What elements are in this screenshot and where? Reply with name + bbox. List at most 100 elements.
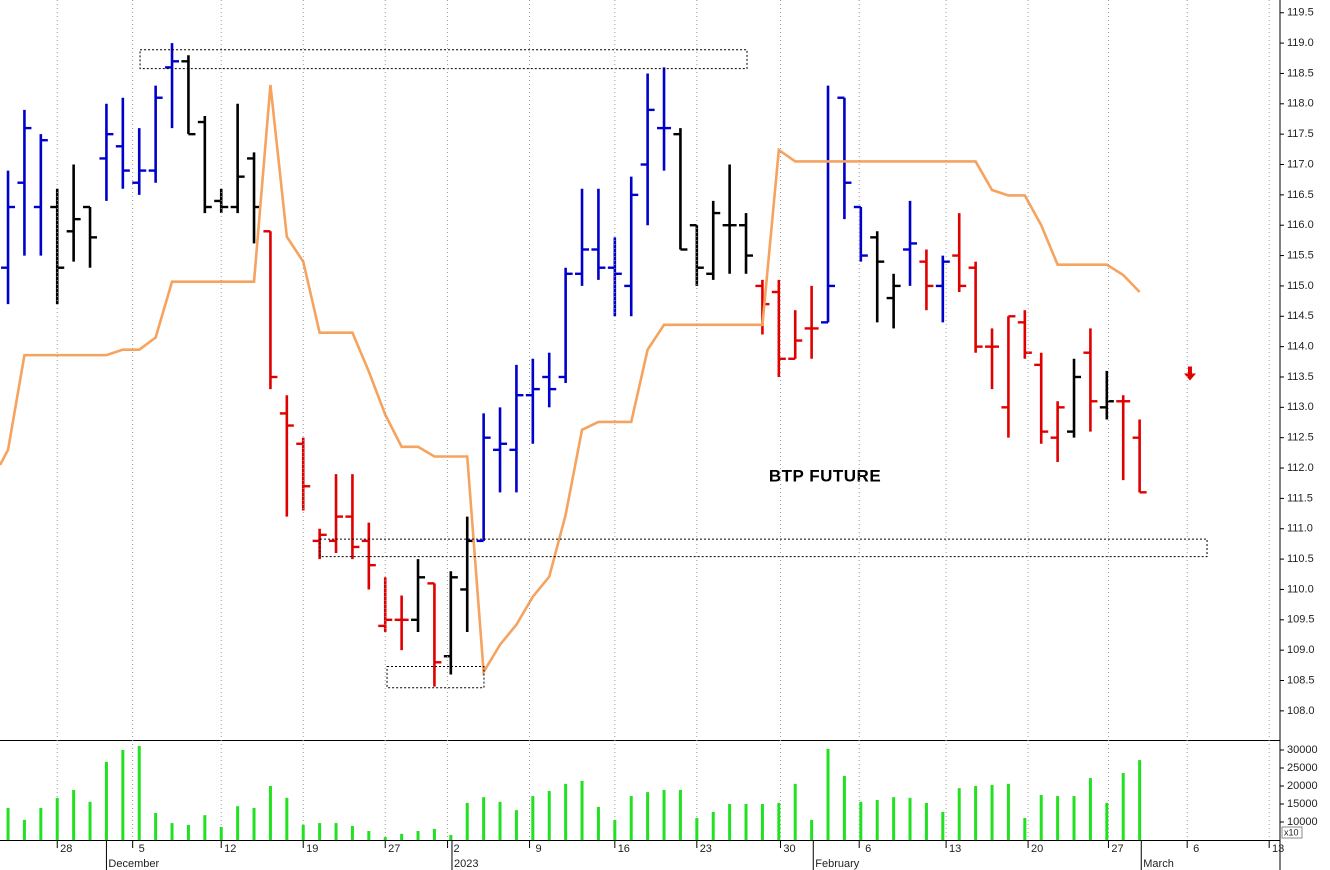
- volume-bar: [514, 810, 518, 840]
- y-tick-label: 118.5: [1287, 67, 1314, 79]
- volume-bar: [55, 797, 59, 840]
- volume-bar: [318, 823, 322, 840]
- volume-bar: [6, 807, 10, 840]
- volume-bar: [88, 801, 92, 840]
- y-tick-label: 111.5: [1287, 492, 1313, 504]
- volume-bar: [482, 797, 486, 840]
- x-tick-label: 19: [306, 843, 318, 855]
- volume-bar: [613, 819, 617, 840]
- price-zone: [319, 538, 1208, 558]
- volume-bar: [875, 800, 879, 840]
- y-tick-label: 116.0: [1287, 219, 1314, 231]
- y-tick-label: 113.0: [1287, 401, 1314, 413]
- volume-bar: [268, 786, 272, 840]
- y-unit-label: x10: [1284, 827, 1299, 837]
- volume-bar: [154, 813, 158, 840]
- y-tick-label: 15000: [1287, 798, 1318, 810]
- volume-bar: [121, 750, 125, 840]
- volume-bar: [974, 786, 978, 840]
- volume-bar: [367, 831, 371, 840]
- y-tick-label: 115.0: [1287, 280, 1314, 292]
- volume-bar: [219, 827, 223, 840]
- volume-bar: [22, 819, 26, 840]
- volume-bar: [760, 804, 764, 840]
- volume-bar: [695, 818, 699, 840]
- volume-bar: [777, 802, 781, 840]
- y-tick-label: 117.5: [1287, 128, 1314, 140]
- y-tick-label: 118.0: [1287, 98, 1314, 110]
- x-tick-label: 28: [60, 843, 72, 855]
- volume-bar: [432, 828, 436, 840]
- volume-bar: [678, 789, 682, 840]
- volume-bar: [924, 802, 928, 840]
- volume-bar: [39, 807, 43, 840]
- y-tick-label: 110.5: [1287, 553, 1314, 565]
- price-zone: [386, 666, 485, 689]
- volume-bar: [301, 824, 305, 840]
- volume-bar: [400, 833, 404, 840]
- volume-bar: [859, 801, 863, 840]
- volume-bar: [186, 824, 190, 840]
- volume-bar: [1088, 778, 1092, 840]
- price-zone: [139, 49, 748, 70]
- x-tick-label: 27: [1111, 843, 1123, 855]
- annotation: BTP FUTURE: [769, 466, 881, 485]
- volume-bar: [957, 788, 961, 840]
- volume-bar: [1056, 796, 1060, 840]
- month-label: February: [815, 858, 860, 870]
- volume-bar: [1023, 818, 1027, 840]
- volume-bar: [1006, 783, 1010, 840]
- volume-bar: [236, 806, 240, 840]
- volume-bar: [203, 815, 207, 840]
- month-label: March: [1143, 858, 1174, 870]
- x-tick-label: 27: [388, 843, 400, 855]
- volume-bar: [350, 825, 354, 840]
- month-label: 2023: [454, 858, 478, 870]
- unit-box: [1281, 826, 1303, 839]
- x-tick-label: 6: [865, 843, 871, 855]
- volume-bar: [744, 804, 748, 840]
- volume-bar: [564, 783, 568, 840]
- x-tick-label: 9: [535, 843, 541, 855]
- x-tick-label: 2: [453, 843, 459, 855]
- y-tick-label: 10000: [1287, 816, 1318, 828]
- y-tick-label: 25000: [1287, 762, 1318, 774]
- volume-bar: [646, 792, 650, 840]
- volume-bar: [826, 748, 830, 840]
- volume-bar: [104, 761, 108, 840]
- y-tick-label: 110.0: [1287, 583, 1314, 595]
- volume-bar: [547, 791, 551, 840]
- volume-bar: [170, 823, 174, 840]
- y-tick-label: 109.0: [1287, 644, 1315, 656]
- volume-bar: [531, 796, 535, 840]
- y-tick-label: 119.0: [1287, 37, 1314, 49]
- volume-bar: [728, 804, 732, 840]
- x-tick-label: 5: [139, 843, 145, 855]
- trend-line: [0, 84, 1141, 677]
- volume-bar: [1039, 795, 1043, 840]
- x-tick-label: 23: [700, 843, 712, 855]
- x-tick-label: 12: [224, 843, 236, 855]
- volume-bar: [137, 746, 141, 840]
- y-tick-label: 119.5: [1287, 7, 1314, 19]
- volume-bar: [941, 811, 945, 840]
- volume-bar: [72, 789, 76, 840]
- x-tick-label: 16: [618, 843, 630, 855]
- volume-bar: [908, 797, 912, 840]
- volume-bar: [383, 837, 387, 840]
- y-tick-label: 20000: [1287, 780, 1318, 792]
- volume-bar: [1105, 802, 1109, 840]
- month-label: December: [108, 858, 159, 870]
- y-tick-label: 117.0: [1287, 158, 1314, 170]
- y-tick-label: 116.5: [1287, 189, 1314, 201]
- y-tick-label: 114.5: [1287, 310, 1314, 322]
- y-tick-label: 112.5: [1287, 432, 1314, 444]
- volume-bar: [1121, 773, 1125, 840]
- y-tick-label: 113.5: [1287, 371, 1314, 383]
- x-tick-label: 30: [783, 843, 795, 855]
- volume-bar: [285, 797, 289, 840]
- volume-bar: [416, 831, 420, 840]
- volume-bar: [892, 797, 896, 840]
- volume-bar: [498, 801, 502, 840]
